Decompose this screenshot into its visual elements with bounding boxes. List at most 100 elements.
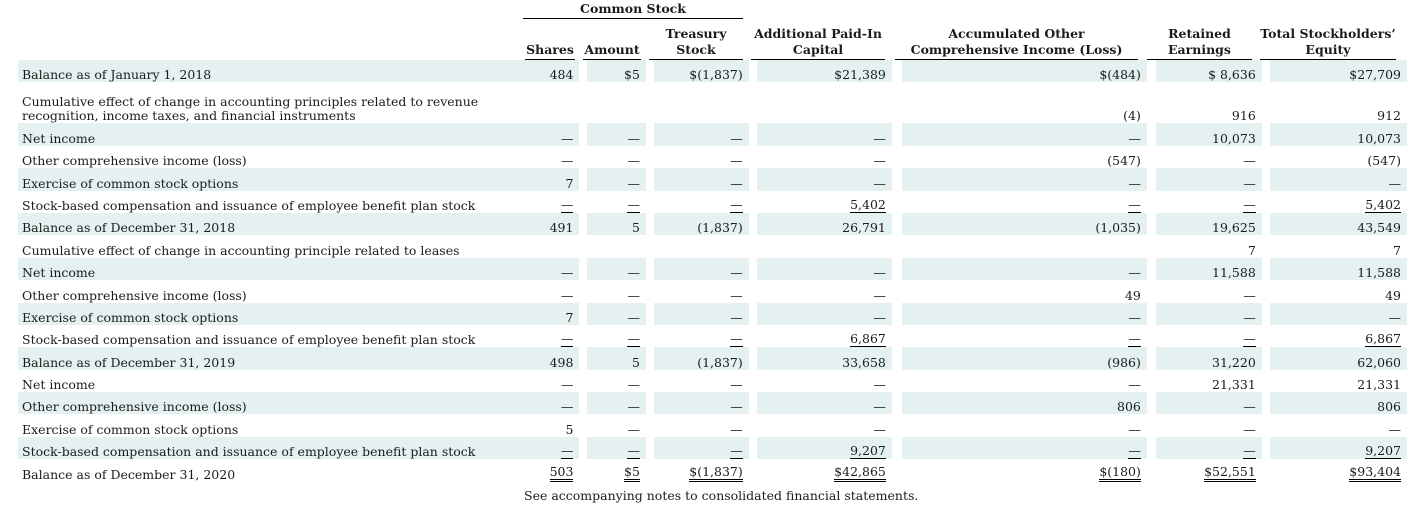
cell-treasury: —	[654, 280, 749, 302]
column-gap	[645, 414, 654, 437]
cell-amount: 5	[587, 347, 646, 370]
cell-aoci: (547)	[902, 146, 1147, 168]
cell-amount-value: —	[627, 331, 640, 348]
cell-shares-value: —	[560, 153, 574, 169]
cell-total-value: 11,588	[1357, 265, 1401, 281]
column-gap	[1261, 369, 1270, 393]
cell-apic: —	[756, 302, 892, 325]
column-gap	[1261, 82, 1270, 124]
column-gap	[748, 168, 757, 191]
column-gap	[645, 235, 654, 258]
cell-total-value: 62,060	[1357, 354, 1401, 370]
header-shares: Shares	[525, 22, 575, 60]
cell-shares-value: 498	[549, 354, 574, 370]
column-gap	[645, 369, 654, 393]
column-gap	[748, 145, 757, 169]
cell-retained: 11,588	[1155, 257, 1262, 281]
cell-apic: —	[757, 280, 892, 302]
row-label: Net income	[18, 123, 528, 146]
column-gap	[579, 168, 588, 191]
column-gap	[1261, 190, 1270, 213]
cell-retained: —	[1156, 191, 1262, 213]
cell-treasury: (1,837)	[654, 212, 749, 236]
column-gap	[1146, 123, 1156, 146]
cell-shares: 7	[527, 168, 580, 191]
cell-apic: 26,791	[756, 212, 892, 236]
cell-aoci-value: (547)	[1107, 153, 1141, 169]
cell-aoci-value: (986)	[1107, 354, 1141, 370]
column-gap	[579, 145, 588, 169]
cell-aoci: (4)	[902, 82, 1147, 123]
cell-total-value: 5,402	[1365, 196, 1401, 213]
cell-retained: —	[1156, 414, 1262, 436]
table-row: Balance as of January 1, 2018 484 $5 $(1,83…	[18, 60, 1407, 83]
cell-shares	[527, 235, 579, 257]
column-gap	[645, 324, 654, 348]
table-row: Net income — — — — — 11,588 11,588	[18, 257, 1407, 281]
cell-retained-value: 7	[1247, 242, 1256, 258]
cell-total-value: 7	[1393, 242, 1401, 258]
cell-retained: $52,551	[1156, 459, 1262, 482]
cell-shares	[527, 82, 579, 123]
column-gap	[891, 414, 902, 437]
column-gap	[645, 392, 654, 415]
column-gap	[1261, 392, 1270, 415]
column-gap	[1261, 123, 1270, 146]
column-gap	[1146, 459, 1156, 482]
column-gap	[891, 212, 902, 236]
cell-aoci: (1,035)	[901, 212, 1147, 236]
cell-amount-value: —	[627, 287, 640, 303]
column-gap	[579, 280, 588, 303]
table-row: Net income — — — — — 10,073 10,073	[18, 123, 1407, 146]
column-gap	[579, 190, 588, 213]
column-gap	[748, 414, 757, 437]
row-label: Other comprehensive income (loss)	[18, 392, 528, 415]
header-apic: Additional Paid-In Capital	[751, 22, 885, 60]
cell-apic-value: —	[873, 130, 886, 146]
cell-total: 49	[1270, 280, 1407, 302]
cell-amount: —	[587, 123, 646, 146]
column-gap	[1261, 459, 1270, 482]
cell-amount-value: $5	[624, 464, 640, 482]
column-gap	[1146, 392, 1156, 415]
header-treasury-stock: Treasury Stock	[649, 22, 743, 60]
cell-shares: —	[527, 325, 579, 348]
column-gap	[645, 436, 654, 460]
cell-treasury: —	[654, 325, 749, 348]
cell-amount: —	[587, 257, 646, 281]
column-gap	[579, 257, 588, 281]
row-label: Other comprehensive income (loss)	[22, 287, 247, 303]
cell-apic-value: —	[873, 265, 886, 281]
cell-shares: 503	[527, 459, 579, 482]
cell-total: 5,402	[1270, 191, 1407, 213]
cell-amount: —	[587, 414, 645, 436]
cell-treasury-value: —	[730, 196, 743, 213]
cell-shares: —	[527, 146, 579, 168]
cell-amount: —	[587, 280, 645, 302]
cell-total: 11,588	[1269, 257, 1407, 281]
row-label: Exercise of common stock options	[18, 302, 528, 325]
cell-aoci-value: —	[1128, 443, 1141, 460]
cell-aoci: —	[901, 123, 1147, 146]
cell-apic: 33,658	[756, 347, 892, 370]
column-gap	[579, 324, 588, 348]
cell-treasury-value: —	[730, 153, 743, 169]
cell-retained: 916	[1156, 82, 1262, 123]
column-gap	[891, 123, 902, 146]
cell-shares-value: 5	[565, 421, 574, 437]
cell-total-value: (547)	[1367, 153, 1401, 169]
row-label: Stock-based compensation and issuance of…	[22, 332, 476, 348]
cell-apic-value: 9,207	[850, 443, 886, 460]
cell-retained: —	[1155, 302, 1262, 325]
table-row: Balance as of December 31, 2019 498 5 (1,83…	[18, 347, 1407, 370]
header-apic-label: Additional Paid-In Capital	[754, 26, 882, 57]
row-label: Stock-based compensation and issuance of…	[18, 436, 528, 460]
column-gap	[645, 145, 654, 169]
cell-treasury-value: —	[730, 443, 743, 460]
column-gap	[1261, 257, 1270, 281]
cell-aoci: —	[902, 191, 1147, 213]
cell-treasury-value: —	[730, 130, 743, 146]
header-treasury-label: Treasury Stock	[665, 26, 727, 57]
header-retained-label: Retained Earnings	[1168, 26, 1231, 57]
header-amount: Amount	[583, 22, 641, 60]
